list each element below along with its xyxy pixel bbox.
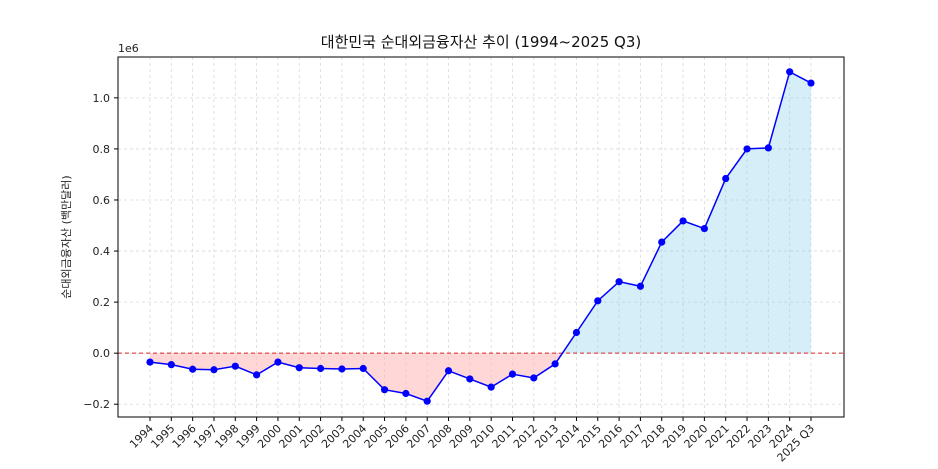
data-point-1994 (146, 358, 154, 366)
x-tick-label: 2014 (554, 422, 583, 451)
data-point-2002 (316, 364, 325, 373)
data-point-2020 (700, 224, 708, 233)
y-tick-labels: −0.2 0.0 0.2 0.4 0.6 0.8 1.0 (83, 92, 110, 411)
series-line (149, 70, 812, 403)
data-point-2004 (359, 364, 367, 373)
y-axis-label: 순대외금융자산 (백만달러) (60, 175, 73, 298)
data-point-2005 (380, 386, 389, 394)
x-tick-label: 2002 (298, 422, 327, 451)
data-point-2013 (551, 360, 559, 368)
data-point-2001 (295, 364, 303, 372)
data-points (146, 68, 815, 405)
data-point-2018 (658, 238, 666, 246)
data-point-2003 (338, 365, 346, 373)
y-tick-label: 1.0 (93, 92, 111, 105)
data-point-2022 (743, 145, 751, 153)
data-point-2007 (423, 397, 431, 405)
y-tick-label: 0.4 (93, 245, 111, 258)
data-point-1997 (210, 366, 218, 374)
x-tick-label: 2017 (618, 422, 647, 451)
data-point-2016 (615, 278, 623, 286)
data-point-2025-Q3 (807, 79, 815, 87)
series-line-path (149, 70, 812, 403)
x-tick-label: 2021 (703, 422, 732, 451)
x-tick-label: 1994 (127, 422, 156, 451)
x-tick-label: 2023 (745, 422, 774, 451)
x-tick-label: 2003 (319, 422, 348, 451)
x-tick-label: 2011 (490, 422, 519, 451)
x-tick-label: 2018 (639, 422, 668, 451)
data-point-2012 (530, 374, 538, 382)
data-point-2010 (487, 383, 495, 391)
y-tick-label: 0.2 (93, 296, 111, 309)
data-point-2008 (444, 367, 453, 375)
x-tick-label: 2010 (468, 422, 497, 451)
data-point-2011 (508, 370, 517, 378)
plot-frame (117, 56, 845, 418)
chart-title: 대한민국 순대외금융자산 추이 (1994~2025 Q3) (321, 33, 641, 51)
data-point-2009 (466, 375, 474, 383)
data-point-2017 (636, 282, 645, 290)
x-tick-label: 2005 (362, 422, 391, 451)
x-tick-label: 2007 (404, 422, 433, 451)
x-tick-labels: 1994199519961997199819992000200120022003… (127, 422, 817, 465)
data-point-1999 (253, 371, 261, 379)
x-tick-label: 1997 (191, 422, 220, 451)
axes (114, 56, 845, 421)
negative-area-fill (150, 353, 563, 402)
x-tick-label: 2019 (660, 422, 689, 451)
x-tick-label: 2020 (682, 422, 711, 451)
data-point-2023 (764, 144, 772, 152)
data-point-2021 (722, 174, 730, 183)
data-point-2024 (786, 68, 794, 76)
x-tick-label: 2008 (426, 422, 455, 451)
x-tick-label: 2000 (255, 422, 284, 451)
x-tick-label: 1996 (170, 422, 199, 451)
x-tick-label: 1999 (234, 422, 263, 451)
data-point-2015 (594, 297, 602, 305)
data-point-2014 (572, 328, 581, 337)
area-fills (150, 71, 811, 402)
data-point-1995 (167, 361, 175, 369)
x-tick-label: 1995 (148, 422, 177, 451)
positive-area-fill (562, 71, 811, 354)
data-point-2019 (679, 217, 687, 225)
data-point-2000 (274, 358, 282, 366)
x-tick-label: 2006 (383, 422, 412, 451)
x-tick-label: 2022 (724, 422, 753, 451)
data-point-2006 (402, 389, 410, 398)
y-tick-label: 0.6 (93, 194, 111, 207)
y-tick-label: −0.2 (83, 398, 110, 411)
x-tick-label: 2015 (575, 422, 604, 451)
y-axis-offset-label: 1e6 (118, 42, 139, 55)
data-point-1998 (231, 362, 239, 370)
x-tick-label: 2012 (511, 422, 540, 451)
y-tick-label: 0.8 (93, 143, 111, 156)
x-tick-label: 2013 (532, 422, 561, 451)
x-tick-label: 2004 (340, 422, 369, 451)
x-tick-label: 2016 (596, 422, 625, 451)
x-tick-label: 1998 (212, 422, 241, 451)
x-tick-label: 2001 (276, 422, 305, 451)
x-tick-label: 2009 (447, 422, 476, 451)
data-point-1996 (189, 365, 197, 373)
y-tick-label: 0.0 (93, 347, 111, 360)
